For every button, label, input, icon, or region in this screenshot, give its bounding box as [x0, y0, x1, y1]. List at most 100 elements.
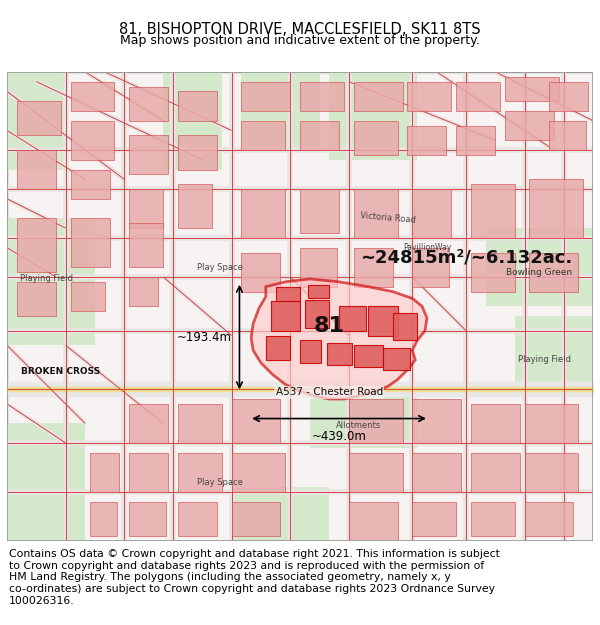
Bar [368, 306, 398, 336]
Bar [17, 101, 61, 136]
Bar [129, 223, 163, 268]
Bar [129, 501, 166, 536]
Text: Play Space: Play Space [197, 262, 243, 272]
Bar [354, 345, 383, 367]
Bar [529, 253, 578, 292]
Bar [471, 501, 515, 536]
Bar [354, 189, 398, 238]
Bar [275, 287, 300, 301]
Bar [71, 121, 115, 160]
Bar [129, 452, 168, 492]
Text: HM Land Registry. The polygons (including the associated geometry, namely x, y: HM Land Registry. The polygons (includin… [9, 572, 451, 582]
Bar [241, 253, 280, 292]
Bar [17, 150, 56, 189]
Bar [178, 404, 222, 443]
Bar [349, 452, 403, 492]
Bar [300, 189, 339, 233]
Bar [241, 72, 320, 150]
Bar [266, 336, 290, 360]
Bar [232, 487, 329, 541]
Bar [300, 82, 344, 111]
Bar [90, 452, 119, 492]
Text: ~24815m²/~6.132ac.: ~24815m²/~6.132ac. [360, 248, 572, 266]
Bar [407, 126, 446, 155]
Bar [178, 501, 217, 536]
Bar [163, 72, 222, 169]
Bar [529, 179, 583, 238]
Bar [7, 72, 65, 169]
Bar [349, 399, 403, 443]
Bar [90, 501, 118, 536]
Bar [412, 189, 451, 238]
Bar [524, 404, 578, 443]
Text: ~193.4m: ~193.4m [176, 331, 232, 344]
Text: Allotments: Allotments [336, 421, 381, 430]
Bar [505, 77, 559, 101]
Bar [412, 501, 456, 536]
Bar [354, 121, 398, 155]
Bar [471, 184, 515, 238]
Bar [328, 343, 352, 365]
Bar [305, 301, 329, 328]
Text: BROKEN CROSS: BROKEN CROSS [21, 367, 100, 376]
Bar [178, 136, 217, 169]
Bar [471, 404, 520, 443]
Bar [71, 82, 115, 111]
Bar [241, 189, 286, 238]
Bar [178, 452, 222, 492]
Bar [349, 501, 398, 541]
Bar [456, 82, 500, 111]
Bar [471, 253, 515, 292]
Polygon shape [251, 279, 427, 399]
Bar [308, 285, 329, 298]
Bar [129, 404, 168, 443]
Bar [515, 316, 593, 394]
Bar [310, 384, 417, 448]
Bar [241, 121, 286, 150]
Bar [129, 86, 168, 121]
Bar [407, 82, 451, 111]
Bar [505, 111, 554, 140]
Text: to Crown copyright and database rights 2023 and is reproduced with the permissio: to Crown copyright and database rights 2… [9, 561, 484, 571]
Text: 81: 81 [314, 316, 345, 336]
Bar [7, 218, 95, 345]
Bar [393, 313, 417, 341]
Bar [524, 501, 574, 536]
Bar [17, 282, 56, 316]
Bar [412, 248, 449, 287]
Bar [71, 282, 104, 311]
Text: A537 - Chester Road: A537 - Chester Road [275, 387, 383, 398]
Bar [485, 228, 593, 306]
Text: Victoria Road: Victoria Road [360, 211, 416, 225]
Bar [300, 248, 337, 287]
Text: ~439.0m: ~439.0m [311, 430, 367, 443]
Bar [71, 169, 110, 199]
Bar [129, 277, 158, 306]
Bar [339, 306, 367, 331]
Text: Playing Field: Playing Field [20, 274, 73, 283]
Text: Map shows position and indicative extent of the property.: Map shows position and indicative extent… [120, 34, 480, 48]
Text: co-ordinates) are subject to Crown copyright and database rights 2023 Ordnance S: co-ordinates) are subject to Crown copyr… [9, 584, 495, 594]
Bar [271, 301, 300, 331]
Bar [129, 136, 168, 174]
Bar [300, 121, 339, 150]
Bar [524, 452, 578, 492]
Text: 100026316.: 100026316. [9, 596, 74, 606]
Text: Playing Field: Playing Field [518, 356, 571, 364]
Text: Contains OS data © Crown copyright and database right 2021. This information is : Contains OS data © Crown copyright and d… [9, 549, 500, 559]
Text: Bowling Green: Bowling Green [506, 268, 572, 277]
Bar [471, 452, 520, 492]
Bar [178, 91, 217, 121]
Bar [232, 501, 280, 536]
Bar [354, 248, 393, 287]
Bar [232, 452, 286, 492]
Bar [71, 218, 110, 268]
Bar [232, 399, 280, 443]
Bar [7, 424, 85, 541]
Text: 81, BISHOPTON DRIVE, MACCLESFIELD, SK11 8TS: 81, BISHOPTON DRIVE, MACCLESFIELD, SK11 … [119, 22, 481, 37]
Bar [412, 452, 461, 492]
Bar [549, 121, 586, 150]
Bar [241, 82, 290, 111]
Bar [549, 82, 588, 111]
Bar [300, 341, 322, 363]
